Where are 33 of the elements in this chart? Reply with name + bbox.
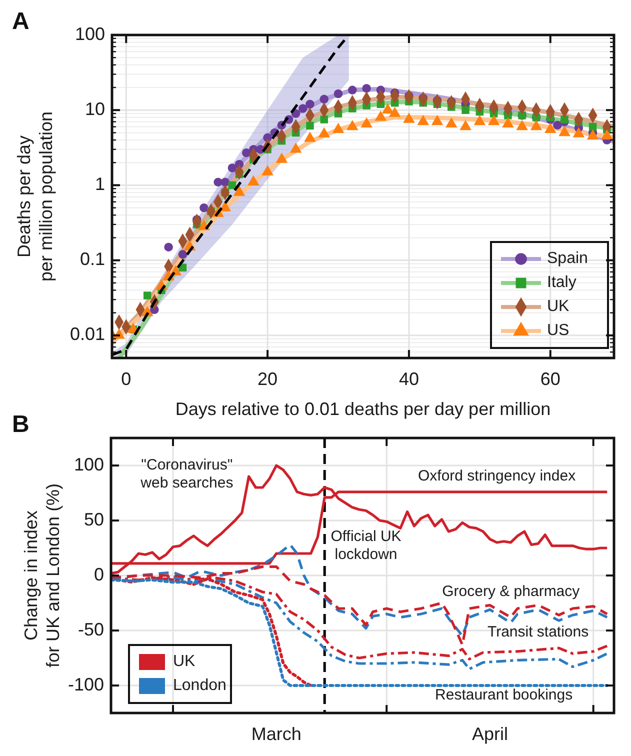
y-tick-label: 1 (94, 174, 105, 194)
legend-label: US (547, 322, 570, 340)
y-axis-title: Change in index for UK and London (%) (20, 483, 63, 668)
annotation: Grocery & pharmacy (442, 582, 580, 600)
y-tick-label: 0.01 (70, 324, 105, 344)
y-tick-label: 100 (74, 24, 105, 44)
legend-label: London (173, 677, 226, 694)
x-tick-label: April (472, 724, 508, 744)
annotation: Official UK lockdown (330, 528, 402, 563)
annotation: Transit stations (487, 624, 589, 641)
annotation: Oxford stringency index (418, 467, 576, 484)
y-tick-label: 0 (94, 564, 104, 584)
y-tick-label: 50 (84, 509, 104, 530)
chart-title: A (12, 8, 30, 35)
x-tick-label: 0 (121, 368, 132, 389)
x-tick-label: 20 (258, 368, 278, 389)
y-tick-label: 10 (84, 98, 105, 119)
y-tick-label: 0.1 (80, 249, 105, 270)
y-tick-label: -100 (68, 674, 104, 694)
y-tick-label: 100 (74, 454, 104, 474)
x-tick-label: March (251, 724, 302, 744)
legend-label: Spain (547, 250, 588, 268)
legend-label: Italy (547, 274, 576, 292)
legend-label: UK (547, 298, 570, 316)
annotation: Restaurant bookings (435, 686, 573, 704)
x-tick-label: 40 (398, 368, 419, 389)
y-tick-label: -50 (78, 619, 104, 640)
legend-label: UK (173, 653, 196, 670)
x-tick-label: 60 (540, 368, 560, 389)
annotation: "Coronavirus" web searches (140, 456, 234, 492)
chart-title: B (12, 411, 30, 438)
y-axis-title: Deaths per day per million population (14, 111, 56, 282)
x-axis-title: Days relative to 0.01 deaths per day per million (175, 398, 551, 419)
